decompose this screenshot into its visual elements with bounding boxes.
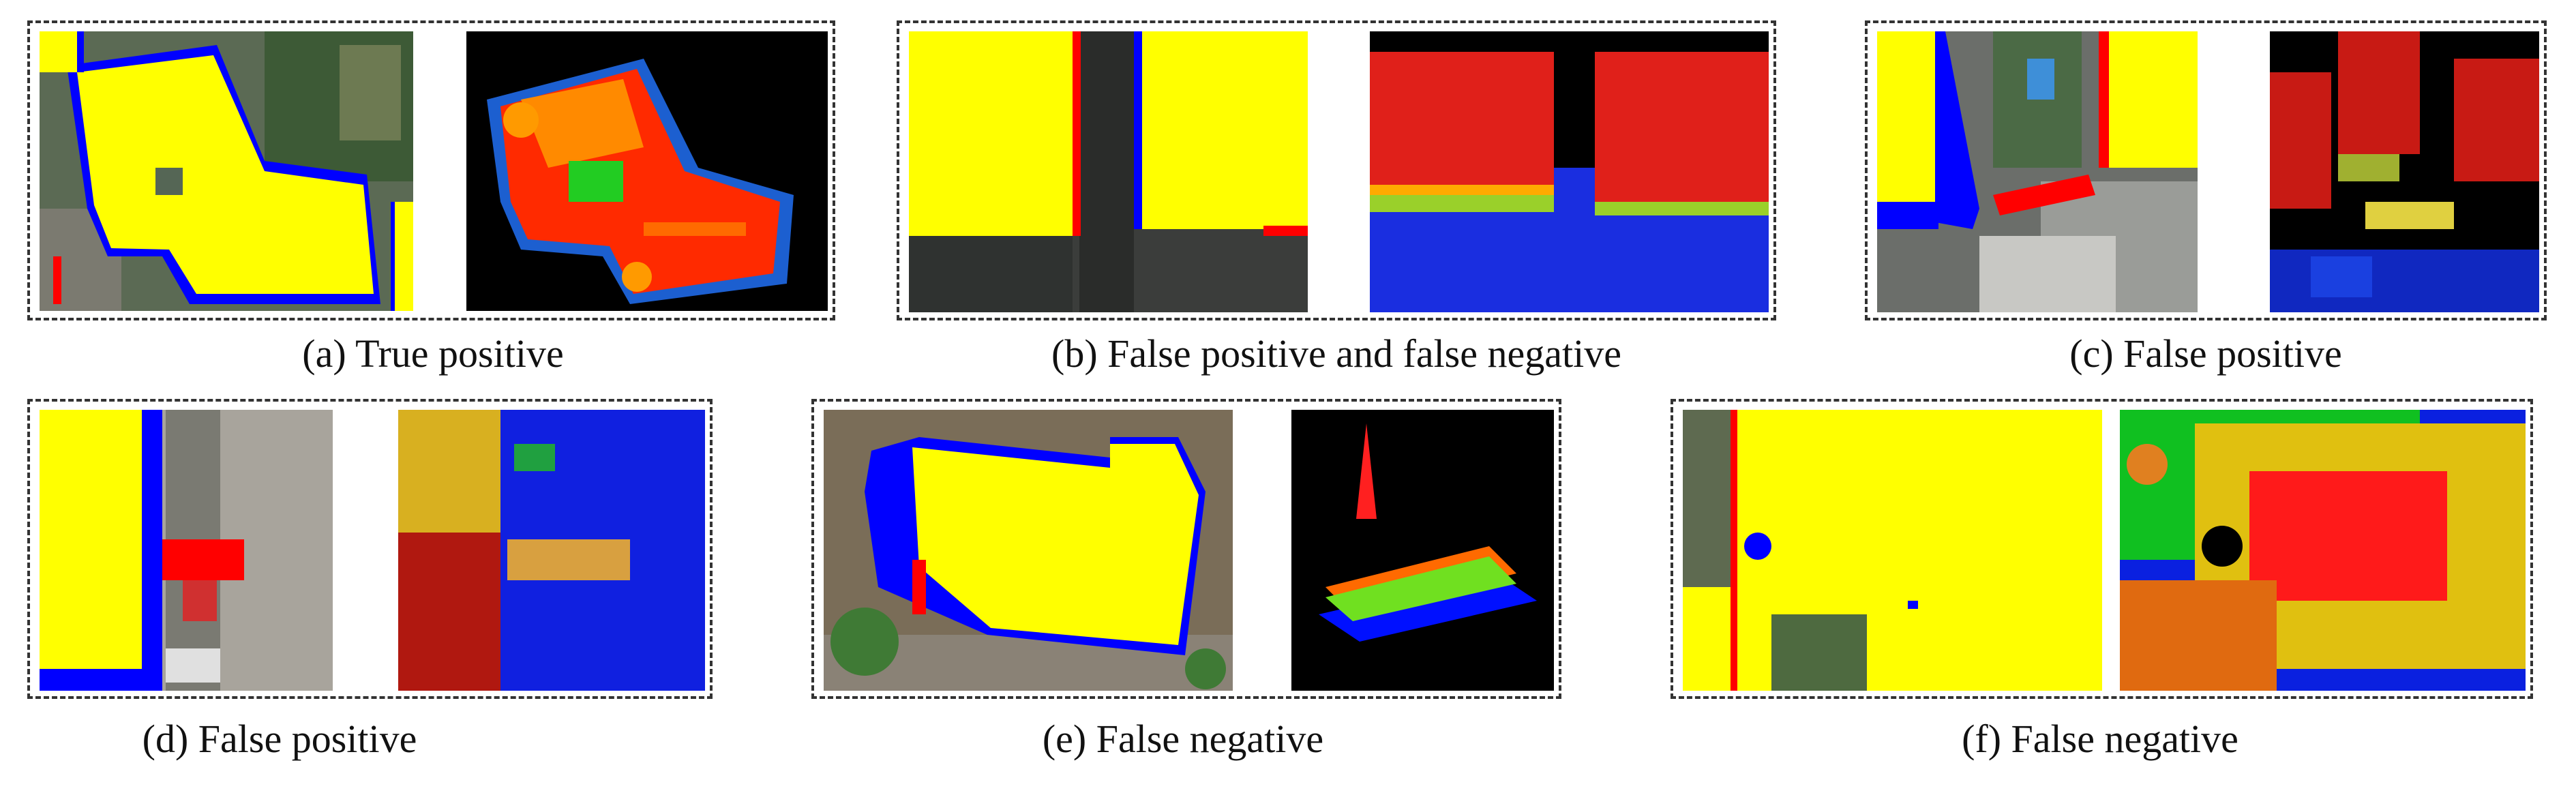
panel-b-point-cloud — [1370, 31, 1769, 312]
panel-f — [1671, 399, 2533, 699]
panel-c-point-cloud — [2270, 31, 2539, 312]
panel-d-caption: (d) False positive — [142, 717, 417, 761]
panel-d — [27, 399, 713, 699]
panel-b — [897, 20, 1776, 320]
panel-a-point-cloud — [466, 31, 828, 311]
panel-e — [811, 399, 1561, 699]
panel-a — [27, 20, 835, 320]
panel-a-orthophoto — [40, 31, 413, 311]
panel-c — [1865, 20, 2547, 320]
panel-e-caption: (e) False negative — [1042, 717, 1324, 761]
panel-b-caption: (b) False positive and false negative — [1051, 331, 1621, 376]
panel-d-orthophoto — [40, 410, 333, 691]
panel-c-orthophoto — [1877, 31, 2198, 312]
panel-b-orthophoto — [909, 31, 1308, 312]
panel-e-point-cloud — [1291, 410, 1554, 691]
panel-f-orthophoto — [1683, 410, 2102, 691]
panel-f-point-cloud — [2120, 410, 2526, 691]
panel-a-caption: (a) True positive — [302, 331, 564, 376]
panel-f-caption: (f) False negative — [1962, 717, 2238, 761]
panel-e-orthophoto — [824, 410, 1233, 691]
panel-c-caption: (c) False positive — [2069, 331, 2342, 376]
panel-d-point-cloud — [398, 410, 705, 691]
